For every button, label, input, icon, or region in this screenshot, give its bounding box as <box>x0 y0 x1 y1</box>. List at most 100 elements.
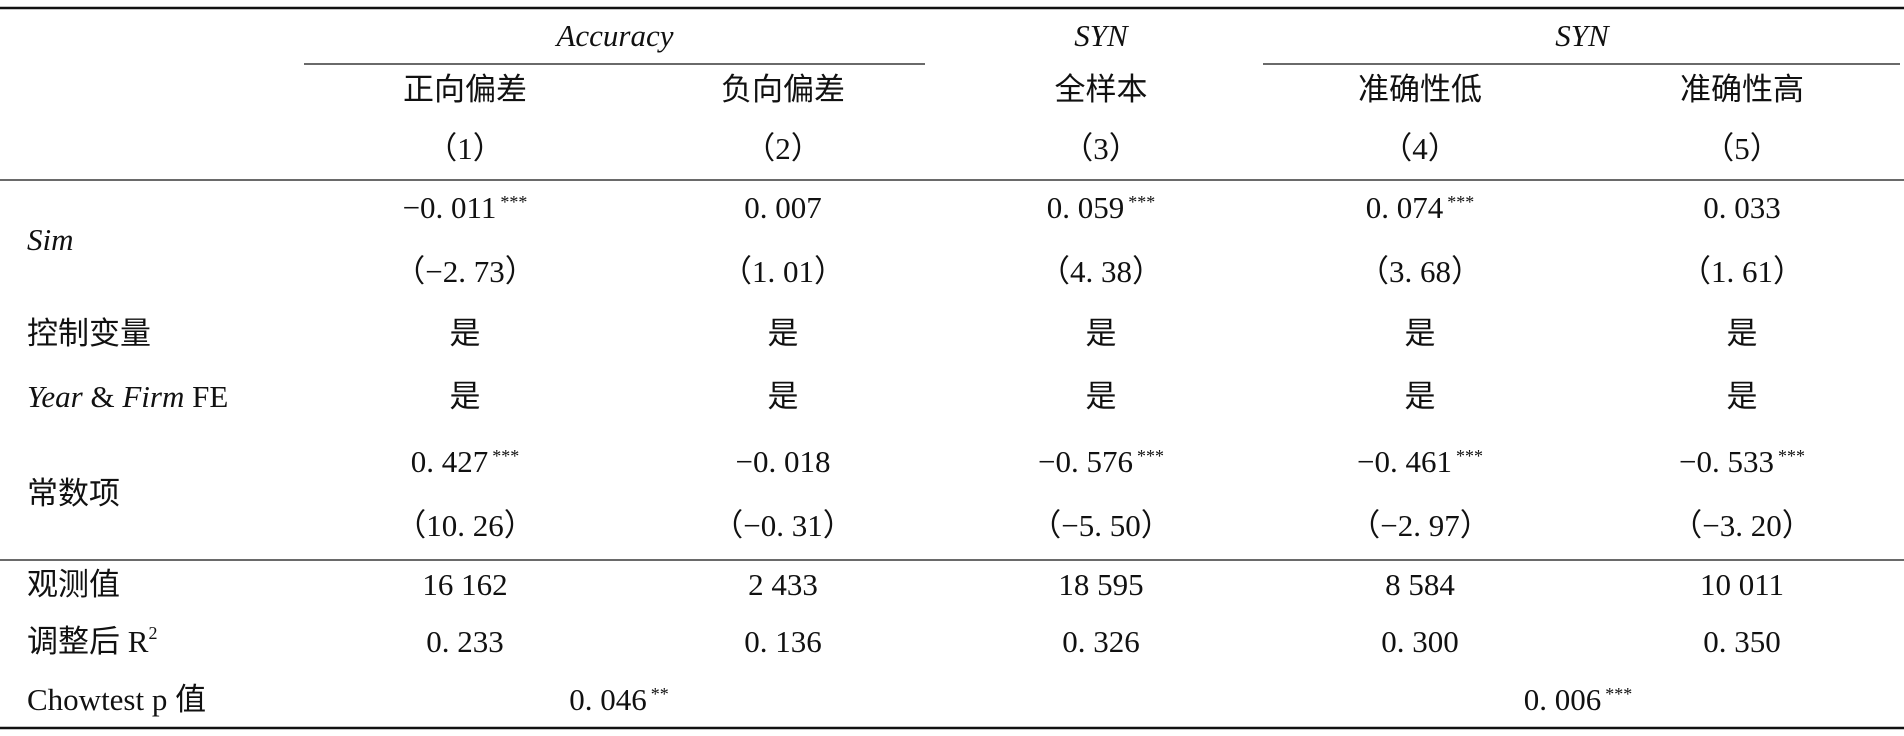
significance-stars: *** <box>1605 684 1632 704</box>
value: 0. 046 <box>569 682 647 717</box>
value: 0. 136 <box>744 624 822 659</box>
value: 0. 233 <box>426 624 504 659</box>
row-label: 常数项 <box>27 476 120 511</box>
value: 16 162 <box>422 567 507 602</box>
value: −0. 461 <box>1357 444 1452 479</box>
cell-value: 0. 033 <box>1703 190 1781 225</box>
cell-value: −0. 011 *** <box>403 190 528 225</box>
cell-value: 是 <box>1727 379 1758 414</box>
cell-value: 是 <box>1727 316 1758 351</box>
value: 是 <box>768 379 799 414</box>
label-part: Sim <box>27 222 74 257</box>
cell-value: 0. 059 *** <box>1047 190 1156 225</box>
cell-value: 18 595 <box>1058 567 1143 602</box>
value: 是 <box>768 316 799 351</box>
value: 18 595 <box>1058 567 1143 602</box>
value: −0. 533 <box>1679 444 1774 479</box>
t-statistic: （3. 68） <box>1358 254 1482 289</box>
value: 0. 059 <box>1047 190 1125 225</box>
cell-value: 是 <box>1405 316 1436 351</box>
t-statistic: （−2. 73） <box>394 254 535 289</box>
value: −0. 011 <box>403 190 497 225</box>
t-statistic: （4. 38） <box>1039 254 1163 289</box>
value: 0. 300 <box>1381 624 1459 659</box>
t-statistic: （−5. 50） <box>1030 508 1171 543</box>
significance-stars: ** <box>651 684 669 704</box>
value: 0. 326 <box>1062 624 1140 659</box>
column-number: （2） <box>744 131 822 166</box>
label-part: 控制变量 <box>27 316 151 351</box>
column-number: （5） <box>1703 131 1781 166</box>
cell-value: 10 011 <box>1700 567 1784 602</box>
t-statistic: （1. 01） <box>721 254 845 289</box>
cell-value: 0. 326 <box>1062 624 1140 659</box>
value: 是 <box>450 379 481 414</box>
significance-stars: *** <box>1447 192 1474 212</box>
label-part: 常数项 <box>27 476 120 511</box>
cell-value: 0. 300 <box>1381 624 1459 659</box>
label-part: Year <box>27 379 84 414</box>
significance-stars: *** <box>1456 446 1483 466</box>
group-label: SYN <box>1074 18 1130 53</box>
significance-stars: *** <box>1128 192 1155 212</box>
t-statistic: （−3. 20） <box>1671 508 1812 543</box>
cell-value: 0. 006 *** <box>1524 682 1633 717</box>
value: 0. 427 <box>411 444 489 479</box>
label-part: 调整后 R <box>27 624 149 659</box>
cell-value: −0. 533 *** <box>1679 444 1805 479</box>
column-subheader: 准确性高 <box>1680 72 1804 107</box>
row-label: 观测值 <box>27 567 120 602</box>
t-statistic: （−0. 31） <box>712 508 853 543</box>
value: 0. 350 <box>1703 624 1781 659</box>
value: 是 <box>1086 379 1117 414</box>
t-statistic: （1. 61） <box>1680 254 1804 289</box>
value: 是 <box>1405 379 1436 414</box>
row-label: Chowtest p 值 <box>27 682 206 717</box>
column-subheader: 准确性低 <box>1358 72 1482 107</box>
cell-value: −0. 576 *** <box>1038 444 1164 479</box>
group-label: Accuracy <box>554 18 673 53</box>
value: 8 584 <box>1385 567 1455 602</box>
value: 是 <box>1727 379 1758 414</box>
value: 是 <box>450 316 481 351</box>
cell-value: 是 <box>1086 316 1117 351</box>
significance-stars: *** <box>1778 446 1805 466</box>
cell-value: 是 <box>450 316 481 351</box>
cell-value: 是 <box>1086 379 1117 414</box>
t-statistic: （−2. 97） <box>1349 508 1490 543</box>
significance-stars: *** <box>1137 446 1164 466</box>
value: 10 011 <box>1700 567 1784 602</box>
t-statistic: （10. 26） <box>395 508 535 543</box>
row-label: 调整后 R2 <box>27 623 157 659</box>
cell-value: 0. 007 <box>744 190 822 225</box>
value: 0. 074 <box>1366 190 1444 225</box>
label-part: Chowtest p 值 <box>27 682 206 717</box>
value: 是 <box>1086 316 1117 351</box>
cell-value: 是 <box>1405 379 1436 414</box>
cell-value: −0. 018 <box>736 444 831 479</box>
cell-value: 2 433 <box>748 567 818 602</box>
group-label: SYN <box>1555 18 1611 53</box>
value: 0. 007 <box>744 190 822 225</box>
row-label: Year & Firm FE <box>27 379 228 414</box>
cell-value: 0. 136 <box>744 624 822 659</box>
value: 是 <box>1727 316 1758 351</box>
significance-stars: *** <box>500 192 527 212</box>
significance-stars: *** <box>492 446 519 466</box>
value: 0. 033 <box>1703 190 1781 225</box>
column-subheader: 全样本 <box>1055 72 1148 107</box>
column-number: （1） <box>426 131 504 166</box>
value: 0. 006 <box>1524 682 1602 717</box>
cell-value: 0. 427 *** <box>411 444 520 479</box>
cell-value: 是 <box>450 379 481 414</box>
cell-value: 0. 350 <box>1703 624 1781 659</box>
cell-value: 16 162 <box>422 567 507 602</box>
cell-value: −0. 461 *** <box>1357 444 1483 479</box>
row-label: 控制变量 <box>27 316 151 351</box>
cell-value: 0. 074 *** <box>1366 190 1475 225</box>
column-number: （3） <box>1062 131 1140 166</box>
label-part: 2 <box>148 623 157 643</box>
value: 是 <box>1405 316 1436 351</box>
